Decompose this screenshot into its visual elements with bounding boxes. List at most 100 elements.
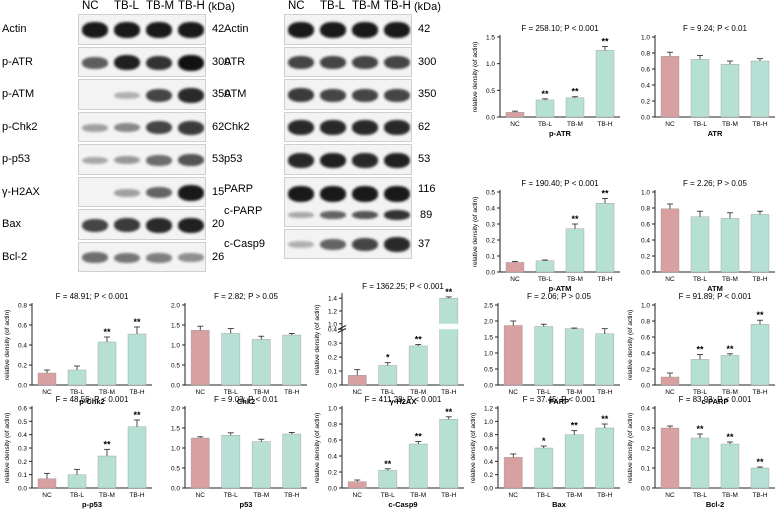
y-tick-label-atm-1: 0.2 <box>641 254 650 261</box>
x-tick-label-chk2-tb-m: TB-M <box>253 389 269 396</box>
y-tick-label-atr-1: 0.2 <box>641 99 650 106</box>
blot-strip-p-atr <box>78 46 206 77</box>
significance-bax-tb-h: ** <box>601 414 609 424</box>
x-tick-label-p-chk2-tb-m: TB-M <box>99 389 115 396</box>
significance-p-p53-tb-h: ** <box>133 410 141 420</box>
x-tick-label-c-casp9-tb-m: TB-M <box>410 492 426 499</box>
significance-bax-tb-m: ** <box>571 421 579 431</box>
x-tick-label-c-parp-tb-h: TB-H <box>752 389 767 396</box>
band-bcl-2-tb-m <box>145 252 173 263</box>
y-axis-label-bcl-2: relative density (of actin) <box>627 413 634 483</box>
bar-p-p53-nc <box>37 478 57 489</box>
y-tick-label-parp-0: 0.0 <box>484 383 493 390</box>
lane-header-tb-m: TB-M <box>352 0 381 12</box>
significance-c-parp-tb-m: ** <box>726 344 734 354</box>
axis-break-mark-h2ax-2 <box>337 328 347 333</box>
blot-strip-p53 <box>284 144 412 175</box>
y-tick-label-bcl-2-3: 0.3 <box>641 426 650 433</box>
y-tick-label-bcl-2-2: 0.2 <box>641 446 650 453</box>
band-bcl-2-nc <box>81 252 109 264</box>
bar-break-gap-h2ax <box>438 323 459 330</box>
y-tick-label-p-atr-3: 1.5 <box>486 35 495 42</box>
significance-c-parp-tb-h: ** <box>756 310 764 320</box>
y-tick-label-atr-5: 1.0 <box>641 35 650 42</box>
x-tick-label-parp-nc: NC <box>509 389 519 396</box>
y-tick-label-parp-1: 0.5 <box>484 367 493 374</box>
band-bax-tb-h <box>177 217 205 233</box>
x-tick-label-chk2-tb-h: TB-H <box>284 389 299 396</box>
y-tick-label-p-chk2-2: 0.4 <box>18 343 27 350</box>
y-tick-label-parp-2: 1.0 <box>484 351 493 358</box>
kda-atr: 300 <box>418 55 437 68</box>
x-tick-label-p-atr-tb-m: TB-M <box>567 121 583 128</box>
y-tick-label-c-parp-1: 0.2 <box>641 367 650 374</box>
lane-header-tb-m: TB-M <box>146 0 175 12</box>
y-axis-label-bax: relative density (of actin) <box>470 413 477 483</box>
band-parp-tb-h <box>383 186 411 202</box>
bar-parp-tb-l <box>534 326 554 386</box>
y-tick-label-p-p53-0: 0.0 <box>18 486 27 493</box>
x-tick-label-p-atr-tb-h: TB-H <box>597 121 612 128</box>
y-tick-label-p-atm-1: 0.1 <box>486 254 495 261</box>
blot-label-parp: PARP <box>224 182 254 195</box>
x-tick-label-c-casp9-tb-h: TB-H <box>441 492 456 499</box>
blot-strip-bax <box>78 209 206 240</box>
x-tick-label-p-chk2-tb-h: TB-H <box>129 389 144 396</box>
band-actin-nc <box>287 22 315 39</box>
western-blot-left: NC TB-L TB-M TB-H (kDa) Actin 42 p-ATR 300 p-ATM 3… <box>0 0 260 275</box>
x-axis-label-h2ax: γ-H2AX <box>390 397 417 406</box>
blot-label-atr: ATR <box>224 55 246 68</box>
y-tick-label-bax-5: 1.0 <box>484 419 493 426</box>
y-tick-label-p53-3: 1.5 <box>171 426 180 433</box>
y-tick-label-p53-0: 0.0 <box>171 486 180 493</box>
bar-bax-nc <box>503 457 523 489</box>
x-tick-label-h2ax-tb-h: TB-H <box>441 389 456 396</box>
y-tick-label-bax-4: 0.8 <box>484 432 493 439</box>
y-tick-label-p-chk2-4: 0.8 <box>18 303 27 310</box>
x-tick-label-atr-tb-h: TB-H <box>752 121 767 128</box>
band-atr-tb-l <box>319 56 347 70</box>
y-tick-label-h2ax-u2: 1.4 <box>328 296 337 303</box>
y-tick-label-chk2-4: 2.0 <box>171 303 180 310</box>
blot-strip-p-atm <box>78 79 206 110</box>
stat-annotation-bax: F = 37.45; P < 0.001 <box>523 395 596 404</box>
bar-h2ax-tb-h <box>439 298 459 386</box>
y-tick-label-chk2-2: 1.0 <box>171 343 180 350</box>
x-tick-label-h2ax-tb-l: TB-L <box>381 389 395 396</box>
y-tick-label-c-casp9-5: 1.0 <box>328 406 337 413</box>
bar-parp-nc <box>503 325 523 386</box>
y-tick-label-c-casp9-2: 0.4 <box>328 454 337 461</box>
bar-chk2-tb-h <box>282 334 302 386</box>
band-chk2-tb-l <box>319 120 347 136</box>
stat-annotation-c-parp: F = 91.89; P < 0.001 <box>679 292 752 301</box>
x-axis-label-p-chk2: p-Chk2 <box>79 397 104 406</box>
bar-p-p53-tb-h <box>127 426 147 489</box>
kda-atm: 350 <box>418 88 437 101</box>
x-axis-label-atr: ATR <box>708 129 723 138</box>
bar-p-chk2-tb-m <box>97 341 117 386</box>
band-p-atr-tb-m <box>145 55 173 70</box>
bar-p-atr-tb-l <box>535 99 555 118</box>
bar-bcl-2-nc <box>660 427 680 489</box>
band-h2ax-tb-m <box>145 187 173 199</box>
bar-c-casp9-tb-m <box>408 443 428 489</box>
bar-bcl-2-tb-m <box>720 443 740 489</box>
band-p-chk2-tb-h <box>177 120 205 135</box>
x-tick-label-bcl-2-tb-h: TB-H <box>752 492 767 499</box>
significance-bcl-2-tb-m: ** <box>726 432 734 442</box>
bar-p-atm-tb-m <box>565 228 585 273</box>
y-tick-label-p53-2: 1.0 <box>171 446 180 453</box>
x-tick-label-p-p53-tb-m: TB-M <box>99 492 115 499</box>
y-tick-label-p53-1: 0.5 <box>171 466 180 473</box>
y-tick-label-p-p53-5: 0.5 <box>18 419 27 426</box>
y-tick-label-atm-0: 0.0 <box>641 270 650 277</box>
significance-p-atr-tb-m: ** <box>571 87 579 97</box>
y-tick-label-atr-2: 0.4 <box>641 83 650 90</box>
kda-bax: 20 <box>212 218 225 231</box>
blot-strip-atr <box>284 46 412 77</box>
y-tick-label-p-atr-2: 1.0 <box>486 61 495 68</box>
band-actin-tb-l <box>319 22 347 39</box>
y-tick-label-c-casp9-1: 0.2 <box>328 470 337 477</box>
lane-header-tb-l: TB-L <box>114 0 139 12</box>
y-tick-label-p-atm-2: 0.2 <box>486 238 495 245</box>
